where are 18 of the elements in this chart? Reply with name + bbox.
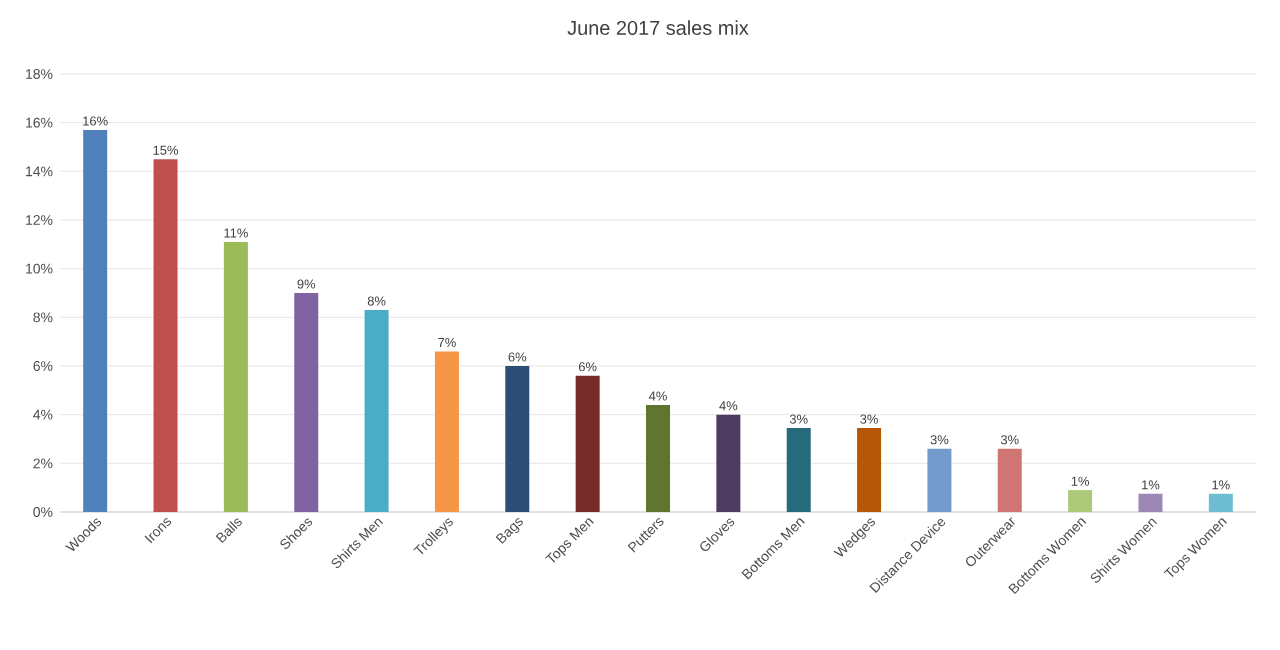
bar [83, 129, 108, 512]
bar [505, 366, 530, 512]
bar [153, 159, 178, 512]
bar [716, 414, 741, 512]
bar [1208, 493, 1233, 512]
bar [786, 428, 811, 512]
bar [434, 351, 459, 512]
bar [575, 375, 600, 512]
bar [857, 428, 882, 512]
bar [997, 448, 1022, 512]
bar [294, 293, 319, 512]
bar [1068, 490, 1093, 512]
bar [1138, 493, 1163, 512]
bar [646, 404, 671, 512]
chart-title: June 2017 sales mix [567, 20, 749, 35]
bar [364, 310, 389, 512]
bar [223, 241, 248, 512]
bar [927, 448, 952, 512]
